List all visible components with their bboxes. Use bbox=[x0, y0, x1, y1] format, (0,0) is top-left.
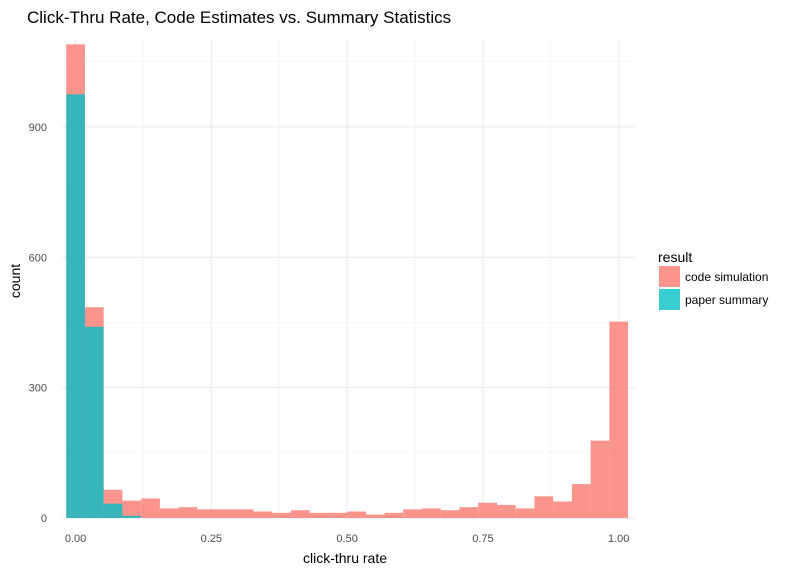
bar-code-simulation bbox=[197, 509, 217, 518]
bar-code-simulation bbox=[159, 508, 179, 518]
bar-code-simulation bbox=[347, 511, 366, 518]
bar-code-simulation bbox=[515, 508, 535, 518]
legend-label: code simulation bbox=[685, 270, 768, 284]
y-axis-title: count bbox=[7, 264, 23, 298]
legend-label: paper summary bbox=[685, 293, 768, 307]
bar-paper-summary bbox=[122, 515, 142, 518]
legend-title: result bbox=[658, 249, 692, 265]
bar-code-simulation bbox=[365, 514, 385, 518]
x-axis-title: click-thru rate bbox=[303, 550, 387, 566]
chart-title: Click-Thru Rate, Code Estimates vs. Summ… bbox=[27, 8, 451, 27]
bar-code-simulation bbox=[328, 512, 348, 518]
y-tick-label: 900 bbox=[29, 122, 47, 134]
bar-code-simulation bbox=[253, 511, 273, 518]
bar-code-simulation bbox=[609, 321, 629, 518]
bar-code-simulation bbox=[309, 512, 329, 518]
bar-code-simulation bbox=[384, 512, 404, 518]
bar-code-simulation bbox=[234, 509, 254, 518]
bar-code-simulation bbox=[122, 500, 142, 518]
bar-code-simulation bbox=[459, 507, 479, 518]
x-tick-label: 0.25 bbox=[201, 533, 222, 545]
bar-code-simulation bbox=[272, 512, 291, 518]
bar-code-simulation bbox=[553, 501, 572, 518]
legend-key-code-simulation bbox=[659, 266, 680, 287]
bar-code-simulation bbox=[141, 498, 160, 518]
bar-code-simulation bbox=[534, 496, 554, 518]
bars bbox=[66, 44, 629, 519]
bar-code-simulation bbox=[478, 502, 497, 518]
bar-code-simulation bbox=[496, 504, 516, 518]
x-axis-ticks: 0.00 0.25 0.50 0.75 1.00 bbox=[65, 533, 630, 545]
bar-paper-summary bbox=[103, 503, 123, 518]
x-tick-label: 0.00 bbox=[65, 533, 86, 545]
x-tick-label: 0.75 bbox=[472, 533, 493, 545]
x-tick-label: 1.00 bbox=[608, 533, 629, 545]
y-axis-ticks: 0 300 600 900 bbox=[29, 122, 47, 525]
bar-code-simulation bbox=[290, 510, 310, 518]
bar-code-simulation bbox=[216, 509, 235, 518]
bar-code-simulation bbox=[422, 508, 441, 518]
bar-paper-summary bbox=[66, 94, 85, 519]
bar-code-simulation bbox=[440, 510, 460, 518]
legend: result code simulation paper summary bbox=[658, 249, 768, 310]
bar-code-simulation bbox=[403, 509, 423, 518]
bar-code-simulation bbox=[571, 484, 591, 518]
y-tick-label: 0 bbox=[41, 513, 47, 525]
y-tick-label: 600 bbox=[29, 252, 47, 264]
bar-code-simulation bbox=[178, 507, 198, 518]
grid bbox=[62, 40, 635, 519]
bar-paper-summary bbox=[84, 326, 104, 518]
x-tick-label: 0.50 bbox=[336, 533, 357, 545]
legend-key-paper-summary bbox=[659, 289, 680, 310]
bar-code-simulation bbox=[590, 440, 610, 518]
y-tick-label: 300 bbox=[29, 383, 47, 395]
